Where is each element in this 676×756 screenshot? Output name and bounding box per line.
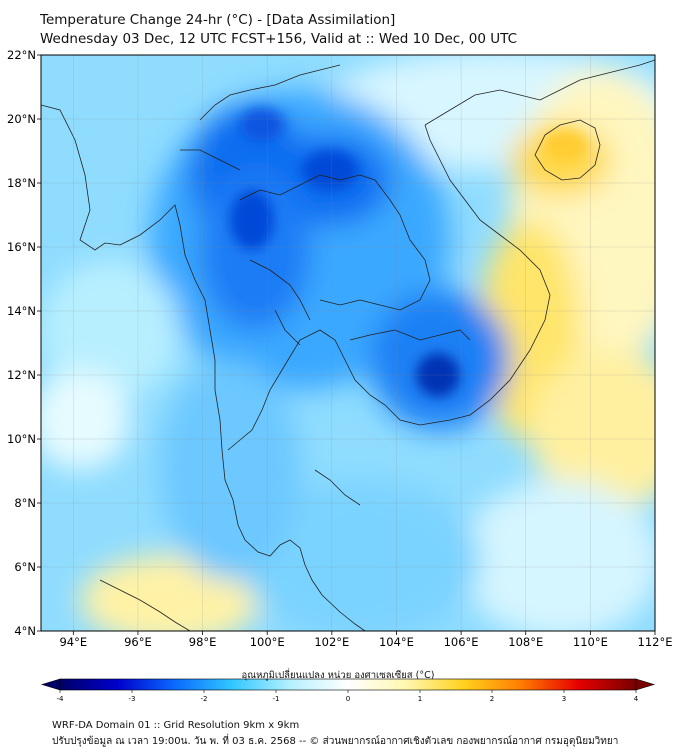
lon-tick-label: 108°E <box>508 635 543 649</box>
field-cores <box>230 109 587 397</box>
colorbar-tick-label: -1 <box>273 695 280 703</box>
colorbar-tick-label: 1 <box>418 695 422 703</box>
lon-tick-label: 98°E <box>189 635 217 649</box>
colorbar-tick-label: -4 <box>57 695 65 703</box>
footer-model-info: WRF-DA Domain 01 :: Grid Resolution 9km … <box>52 720 300 731</box>
map-title: Temperature Change 24-hr (°C) - [Data As… <box>40 12 396 28</box>
colorbar-tick-label: 3 <box>562 695 566 703</box>
lon-tick-label: 104°E <box>379 635 414 649</box>
lat-tick-label: 18°N <box>7 176 36 190</box>
map-frame <box>40 54 656 632</box>
colorbar-high-extend <box>635 678 656 691</box>
longitude-ticks: 94°E 96°E 98°E 100°E 102°E 104°E 106°E 108°E 110… <box>59 631 672 649</box>
graticule <box>41 55 655 631</box>
temperature-field <box>41 55 655 631</box>
lon-tick-label: 106°E <box>444 635 479 649</box>
lon-tick-label: 102°E <box>314 635 349 649</box>
lat-tick-label: 6°N <box>14 560 36 574</box>
colorbar-label: อุณหภูมิเปลี่ยนแปลง หน่วย องศาเซลเซียส (… <box>241 670 435 681</box>
colorbar-tick-label: -3 <box>129 695 136 703</box>
lat-tick-label: 20°N <box>7 112 36 126</box>
map-subtitle: Wednesday 03 Dec, 12 UTC FCST+156, Valid… <box>40 31 518 47</box>
lat-tick-label: 16°N <box>7 240 36 254</box>
footer-update-info: ปรับปรุงข้อมูล ณ เวลา 19:00น. วัน พ. ที่… <box>52 736 619 747</box>
lat-tick-label: 14°N <box>7 304 36 318</box>
lat-tick-label: 22°N <box>7 48 36 62</box>
colorbar: -4 -3 -2 -1 0 1 2 3 4 <box>40 678 656 703</box>
lon-tick-label: 100°E <box>250 635 285 649</box>
lon-tick-label: 94°E <box>59 635 87 649</box>
lon-tick-label: 112°E <box>638 635 673 649</box>
lat-tick-label: 8°N <box>14 496 36 510</box>
lat-tick-label: 4°N <box>14 624 36 638</box>
colorbar-tick-label: 4 <box>634 695 639 703</box>
colorbar-tick-label: 2 <box>490 695 494 703</box>
latitude-ticks: 22°N 20°N 18°N 16°N 14°N 12°N 10°N 8°N 6°N 4°N <box>7 48 41 638</box>
colorbar-tick-label: 0 <box>346 695 350 703</box>
lon-tick-label: 110°E <box>573 635 608 649</box>
colorbar-low-extend <box>40 678 61 691</box>
field-blobs <box>41 55 655 631</box>
lat-tick-label: 10°N <box>7 432 36 446</box>
colorbar-ticks: -4 -3 -2 -1 0 1 2 3 4 <box>57 690 639 703</box>
coastlines <box>41 59 655 631</box>
colorbar-tick-label: -2 <box>201 695 208 703</box>
lat-tick-label: 12°N <box>7 368 36 382</box>
lon-tick-label: 96°E <box>124 635 152 649</box>
